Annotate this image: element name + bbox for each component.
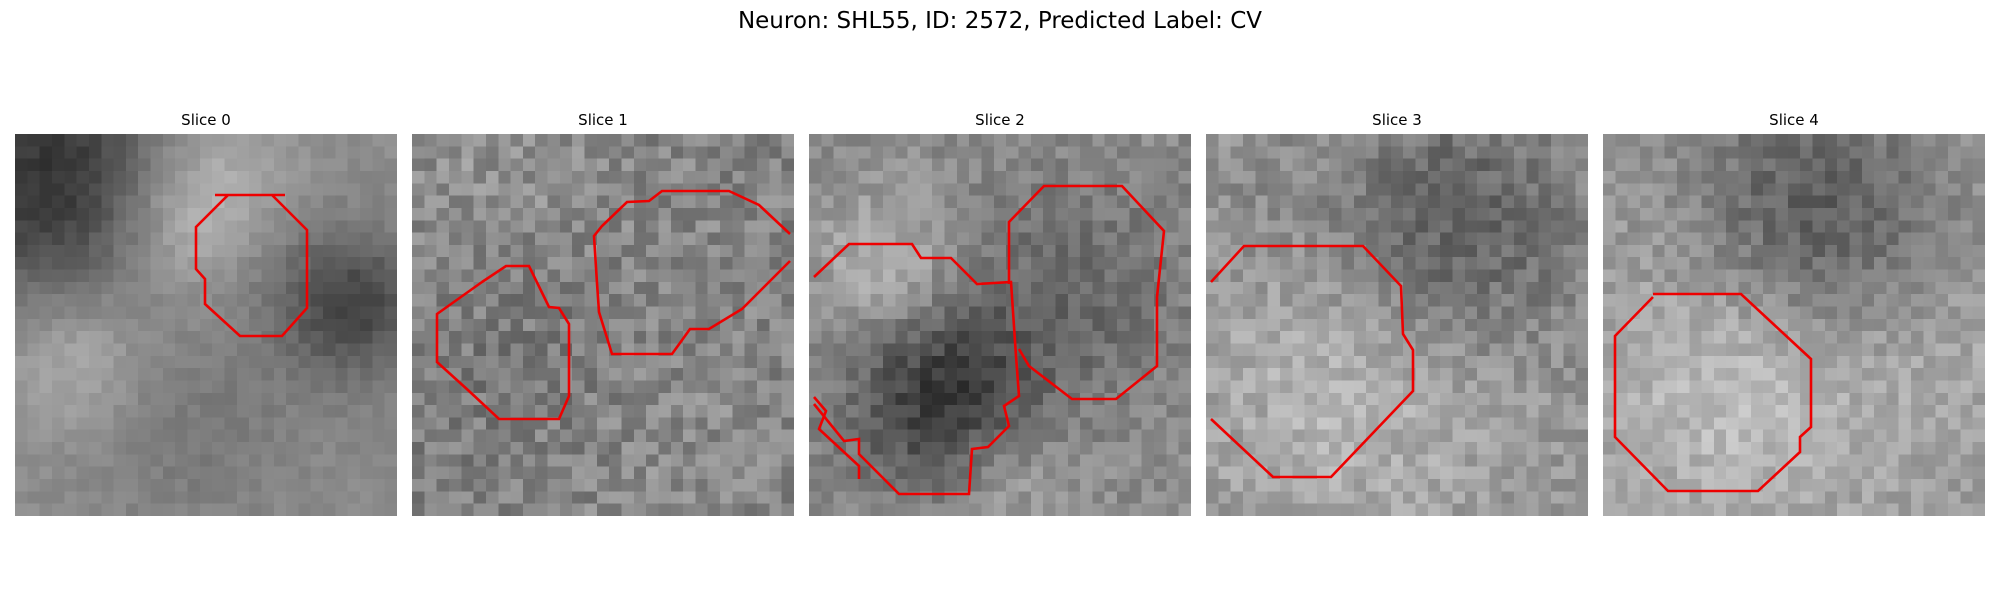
contour-overlay [194,193,309,338]
slice-panel-2: Slice 2 [809,109,1191,516]
slice-image [15,134,397,516]
slice-title: Slice 3 [1372,111,1422,129]
roi-contour [592,189,791,356]
grayscale-image [1603,134,1985,516]
grayscale-image [1206,134,1588,516]
grayscale-image [809,134,1191,516]
slice-image [1206,134,1588,516]
roi-contour [812,242,1021,496]
roi-contour [813,396,861,479]
slice-title: Slice 1 [578,111,628,129]
slice-title: Slice 0 [181,111,231,129]
slice-title: Slice 4 [1769,111,1819,129]
slice-image [809,134,1191,516]
slice-title: Slice 2 [975,111,1025,129]
slice-image [412,134,794,516]
grayscale-image [15,134,397,516]
roi-contour [194,193,309,338]
slice-image [1603,134,1985,516]
figure-title: Neuron: SHL55, ID: 2572, Predicted Label… [737,8,1263,34]
slice-panel-0: Slice 0 [15,109,397,516]
roi-contour [1210,244,1415,479]
contour-overlay [812,184,1166,496]
slice-panel-3: Slice 3 [1206,109,1588,516]
roi-contour [1007,184,1166,401]
roi-contour [435,264,571,421]
contour-overlay [1613,292,1813,493]
slice-panel-1: Slice 1 [412,109,794,516]
contour-overlay [1210,244,1415,479]
contour-overlay [435,189,791,421]
slice-panel-4: Slice 4 [1603,109,1985,516]
roi-contour [1613,292,1813,493]
